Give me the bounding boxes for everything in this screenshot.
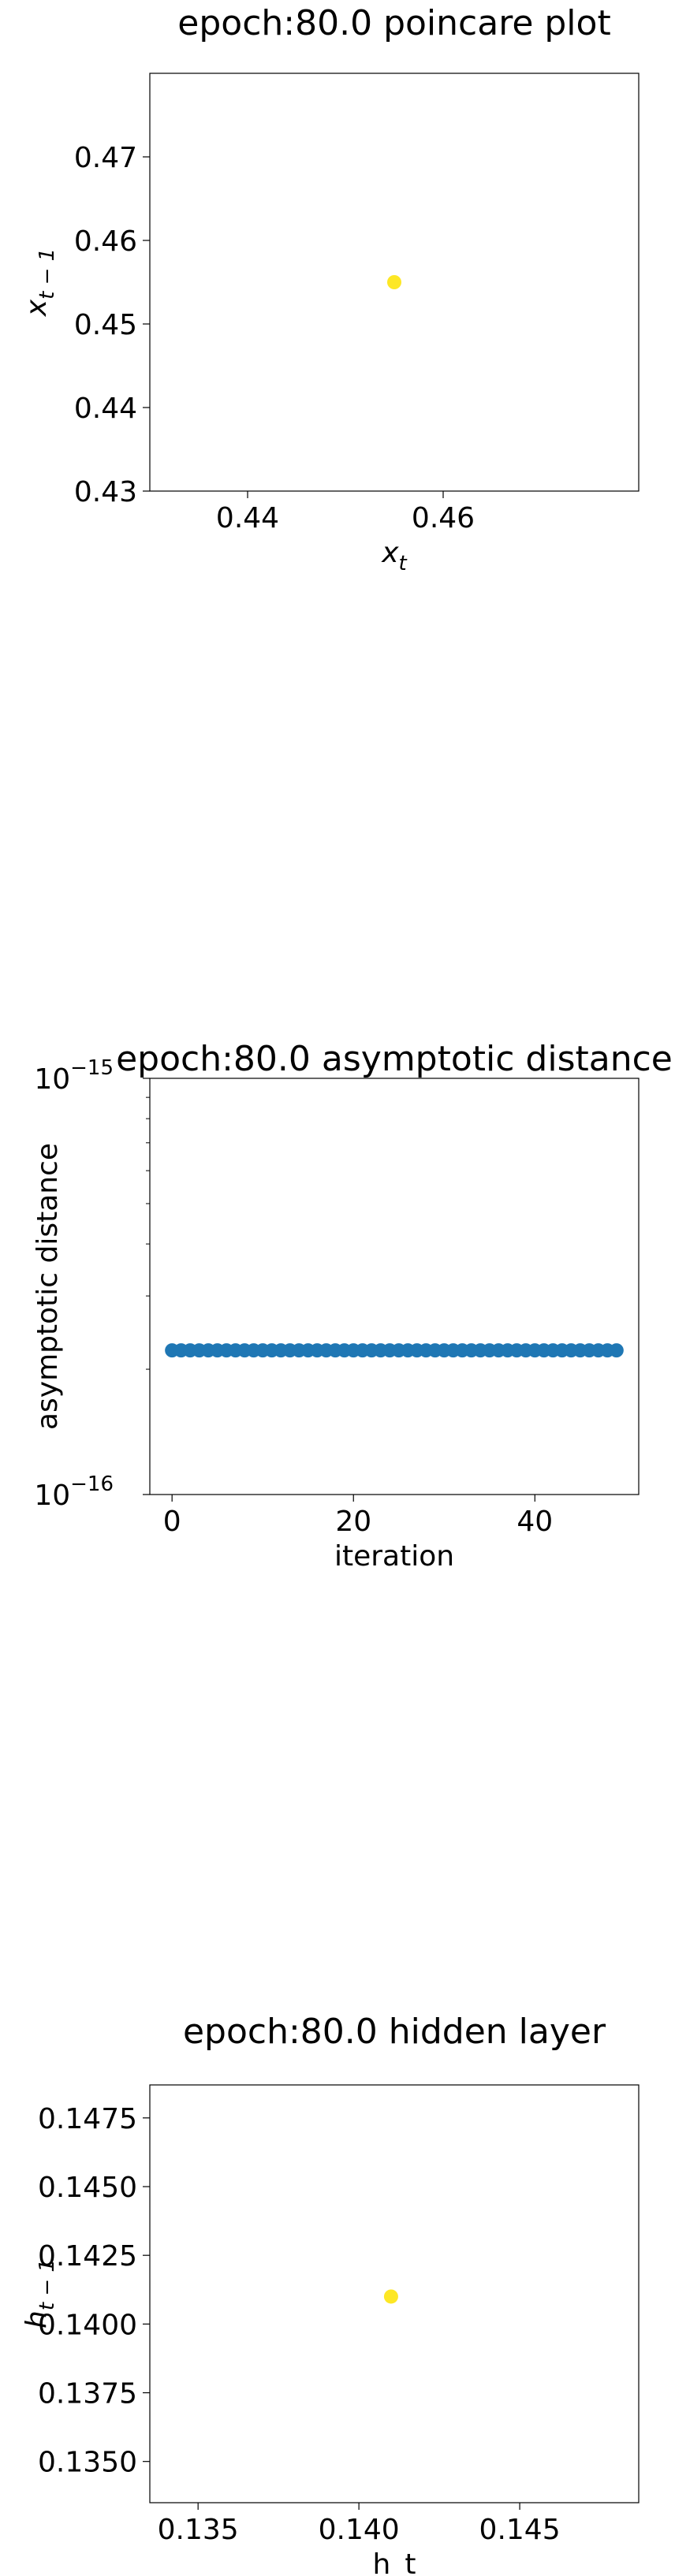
y-axis-label-main: x	[21, 299, 53, 317]
chart-title: epoch:80.0 hidden layer	[183, 2012, 606, 2052]
y-axis-label: ht − 1	[21, 2259, 59, 2328]
x-axis-label: iteration	[334, 1540, 454, 1573]
y-tick-label: 0.1375	[38, 2378, 137, 2410]
data-point	[387, 275, 401, 289]
y-tick-label: 10−15	[34, 1056, 114, 1096]
y-tick-label: 0.46	[74, 225, 137, 258]
x-tick-label: 20	[335, 1506, 371, 1538]
plot-frame	[149, 73, 640, 492]
y-tick-label: 0.1350	[38, 2447, 137, 2479]
x-axis-label-subscript: t	[399, 552, 408, 575]
y-axis-label: xt − 1	[21, 248, 59, 317]
x-tick-label: 0.44	[216, 502, 279, 534]
chart-title: epoch:80.0 asymptotic distance	[116, 1039, 673, 1079]
y-tick-label: 0.47	[74, 142, 137, 174]
y-tick-label: 0.44	[74, 393, 137, 425]
x-tick-label: 0.145	[479, 2514, 561, 2546]
y-tick-label: 0.1400	[38, 2309, 137, 2341]
data-point	[609, 1343, 624, 1358]
y-tick-exponent: −15	[70, 1056, 114, 1080]
data-point	[383, 2289, 398, 2304]
plot-frame	[149, 2084, 640, 2503]
y-tick-label: 0.43	[74, 476, 137, 508]
plot-frame	[149, 1078, 640, 1495]
hidden-layer-chart: epoch:80.0 hidden layer 0.135 0.140 0.145 0.…	[21, 2012, 640, 2576]
x-axis-label: h_t	[373, 2548, 416, 2576]
y-axis-label-main: h	[21, 2310, 53, 2328]
y-tick-label: 10−16	[34, 1472, 114, 1512]
x-tick-label: 0.46	[412, 502, 475, 534]
x-tick-label: 0	[163, 1506, 181, 1538]
y-axis-label-subscript: t − 1	[35, 2259, 59, 2310]
y-tick-exponent: −16	[70, 1472, 114, 1496]
y-axis-label-subscript: t − 1	[35, 248, 59, 300]
y-tick-base: 10	[34, 1063, 70, 1096]
poincare-chart: epoch:80.0 poincare plot 0.44 0.46 0.43 0.44…	[21, 3, 640, 575]
y-tick-label: 0.45	[74, 309, 137, 341]
y-tick-label: 0.1475	[38, 2103, 137, 2135]
x-axis-label: xt	[381, 537, 407, 575]
x-axis-label-main: x	[381, 537, 399, 569]
x-tick-label: 40	[517, 1506, 553, 1538]
x-tick-label: 0.140	[319, 2514, 400, 2546]
chart-title: epoch:80.0 poincare plot	[177, 3, 610, 43]
y-axis-label: asymptotic distance	[32, 1143, 64, 1430]
y-tick-base: 10	[34, 1480, 70, 1512]
y-tick-label: 0.1425	[38, 2240, 137, 2273]
y-tick-label: 0.1450	[38, 2172, 137, 2204]
x-tick-label: 0.135	[158, 2514, 239, 2546]
